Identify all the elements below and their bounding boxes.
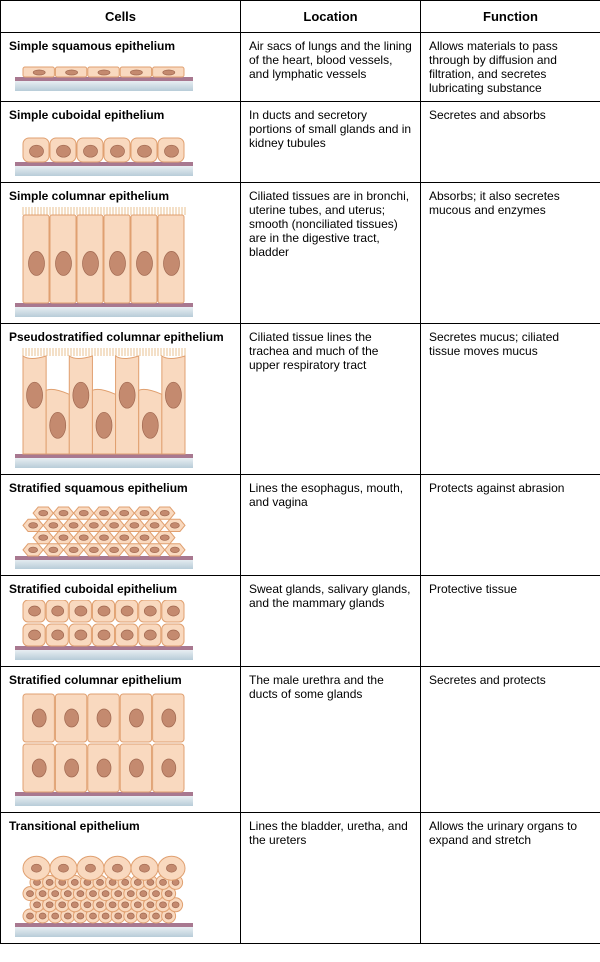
location-text: Air sacs of lungs and the lining of the … — [241, 33, 421, 102]
cell-diagram-col: Simple columnar epithelium — [1, 183, 241, 324]
cell-diagram-col: Stratified cuboidal epithelium — [1, 576, 241, 667]
table-row: Transitional epithelium Lines the bladde… — [1, 813, 600, 944]
function-text: Allows the urinary organs to expand and … — [421, 813, 600, 944]
location-text: In ducts and secretory portions of small… — [241, 102, 421, 183]
function-text: Allows materials to pass through by diff… — [421, 33, 600, 102]
function-text: Secretes mucus; ciliated tissue moves mu… — [421, 324, 600, 475]
location-text: Sweat glands, salivary glands, and the m… — [241, 576, 421, 667]
cell-type-name: Simple squamous epithelium — [9, 39, 232, 53]
table-row: Simple cuboidal epithelium In ducts and … — [1, 102, 600, 183]
cell-diagram-col: Transitional epithelium — [1, 813, 241, 944]
transitional-diagram — [9, 837, 232, 937]
cell-type-name: Stratified columnar epithelium — [9, 673, 232, 687]
location-text: Ciliated tissue lines the trachea and mu… — [241, 324, 421, 475]
table-row: Stratified cuboidal epithelium Sweat gla… — [1, 576, 600, 667]
location-text: Lines the bladder, uretha, and the urete… — [241, 813, 421, 944]
cell-type-name: Simple columnar epithelium — [9, 189, 232, 203]
pseudostratified-diagram — [9, 348, 232, 468]
simple_squamous-diagram — [9, 57, 232, 91]
cell-type-name: Simple cuboidal epithelium — [9, 108, 232, 122]
location-text: Lines the esophagus, mouth, and vagina — [241, 475, 421, 576]
strat_cuboidal-diagram — [9, 600, 232, 660]
header-row: Cells Location Function — [1, 1, 600, 33]
cell-type-name: Pseudostratified columnar epithelium — [9, 330, 232, 344]
table-row: Stratified squamous epithelium Lines the… — [1, 475, 600, 576]
header-function: Function — [421, 1, 600, 33]
cell-type-name: Stratified squamous epithelium — [9, 481, 232, 495]
simple_cuboidal-diagram — [9, 126, 232, 176]
epithelium-table: Cells Location Function Simple squamous … — [0, 0, 600, 944]
table-row: Pseudostratified columnar epithelium Cil… — [1, 324, 600, 475]
cell-diagram-col: Stratified columnar epithelium — [1, 667, 241, 813]
function-text: Absorbs; it also secretes mucous and enz… — [421, 183, 600, 324]
simple_columnar-diagram — [9, 207, 232, 317]
cell-diagram-col: Simple cuboidal epithelium — [1, 102, 241, 183]
cell-type-name: Transitional epithelium — [9, 819, 232, 833]
cell-diagram-col: Simple squamous epithelium — [1, 33, 241, 102]
location-text: The male urethra and the ducts of some g… — [241, 667, 421, 813]
header-location: Location — [241, 1, 421, 33]
cell-diagram-col: Stratified squamous epithelium — [1, 475, 241, 576]
cell-diagram-col: Pseudostratified columnar epithelium — [1, 324, 241, 475]
strat_columnar-diagram — [9, 691, 232, 806]
table-row: Stratified columnar epithelium The male … — [1, 667, 600, 813]
function-text: Secretes and absorbs — [421, 102, 600, 183]
table-row: Simple columnar epithelium Ciliated tiss… — [1, 183, 600, 324]
function-text: Secretes and protects — [421, 667, 600, 813]
strat_squamous-diagram — [9, 499, 232, 569]
header-cells: Cells — [1, 1, 241, 33]
location-text: Ciliated tissues are in bronchi, uterine… — [241, 183, 421, 324]
function-text: Protects against abrasion — [421, 475, 600, 576]
cell-type-name: Stratified cuboidal epithelium — [9, 582, 232, 596]
table-row: Simple squamous epithelium Air sacs of l… — [1, 33, 600, 102]
function-text: Protective tissue — [421, 576, 600, 667]
